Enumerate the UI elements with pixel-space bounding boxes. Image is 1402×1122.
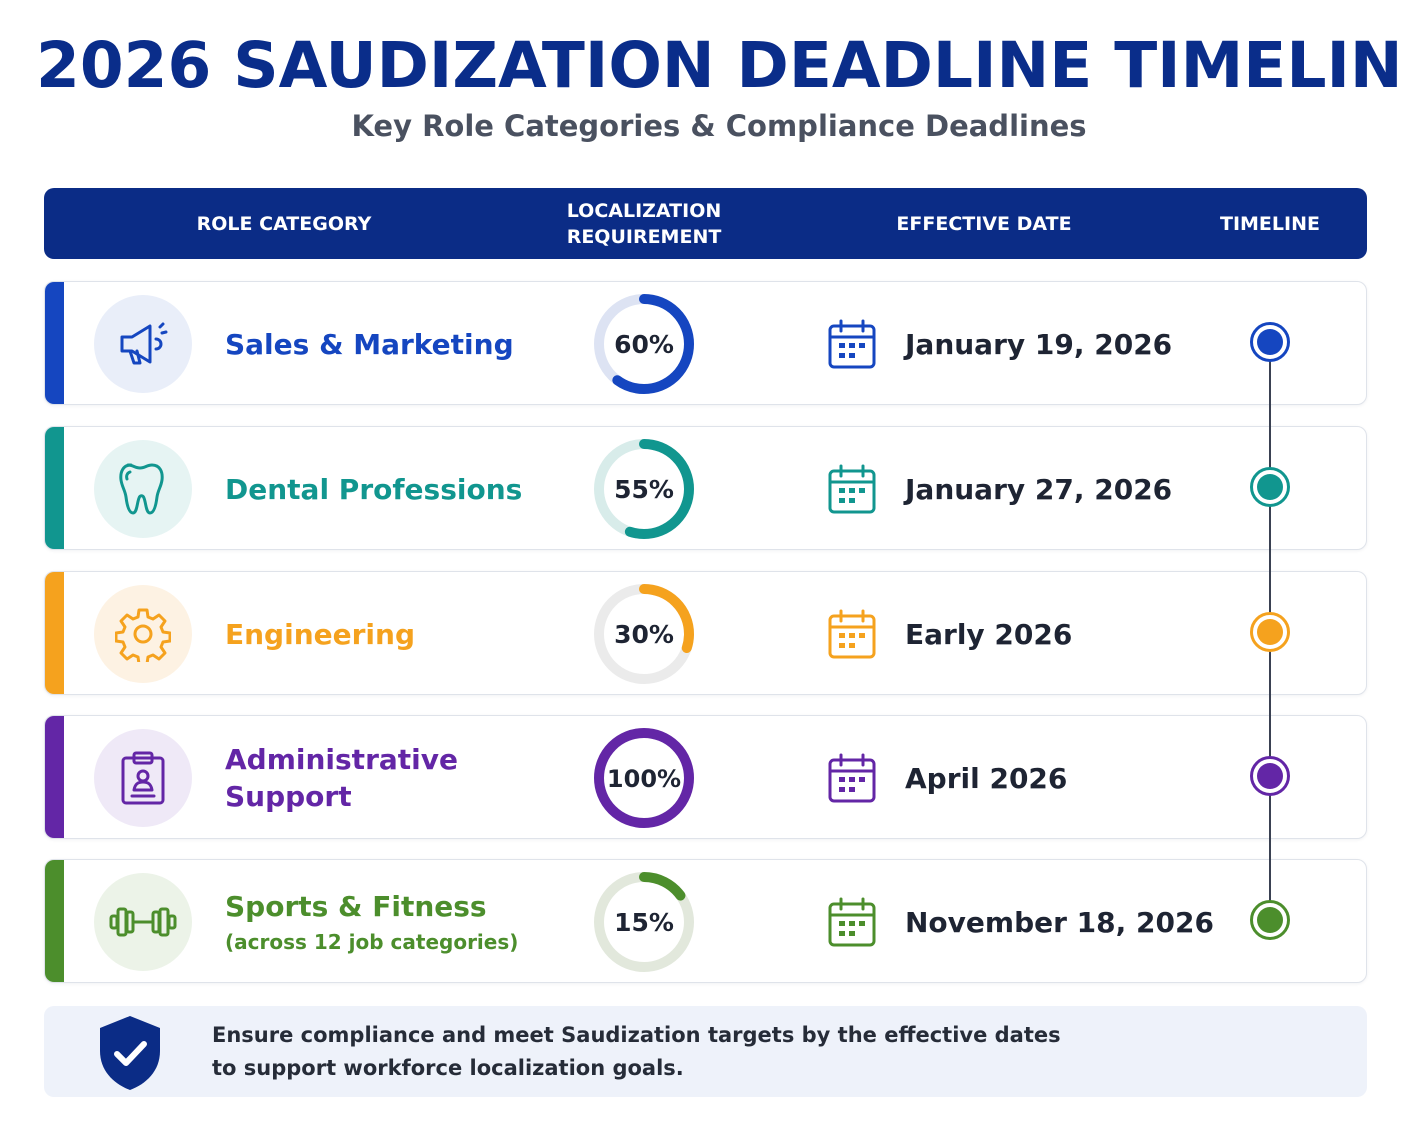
compliance-text: Ensure compliance and meet Saudization t… [212, 1006, 1112, 1097]
role-category: Sales & Marketing [225, 282, 565, 404]
calendar-icon [828, 753, 876, 803]
column-header-localization-line1: LOCALIZATION [566, 199, 722, 222]
compliance-note: Ensure compliance and meet Saudization t… [44, 1006, 1367, 1097]
megaphone-icon [120, 322, 168, 365]
table-row-sports-fitness: Sports & Fitness (across 12 job categori… [44, 859, 1367, 983]
donut-progress [594, 872, 694, 972]
gear-icon [115, 608, 171, 662]
role-category-label: Sports & Fitness [225, 889, 487, 923]
calendar-icon [828, 464, 876, 514]
localization-donut: 100% [594, 728, 694, 828]
dumbbell-icon [109, 907, 177, 937]
column-header-effective-date: EFFECTIVE DATE [896, 212, 1072, 235]
localization-donut: 30% [594, 584, 694, 684]
role-category-label: Engineering [225, 617, 415, 651]
compliance-text-line1: Ensure compliance and meet Saudization t… [212, 1022, 1061, 1047]
effective-date: January 19, 2026 [905, 327, 1173, 361]
timeline-dot [1250, 756, 1290, 796]
role-category-label: Administrative Support [225, 743, 458, 813]
table-row-engineering: Engineering 30% Early 2026 [44, 571, 1367, 695]
icon-circle [94, 295, 192, 393]
localization-percent: 55% [614, 475, 674, 504]
timeline-dot [1250, 322, 1290, 362]
tooth-icon [119, 463, 164, 515]
icon-circle [94, 585, 192, 683]
row-accent-bar [45, 282, 64, 404]
table-row-sales-marketing: Sales & Marketing 60% January 19, 2026 [44, 281, 1367, 405]
page-subtitle: Key Role Categories & Compliance Deadlin… [351, 109, 1087, 143]
localization-donut: 55% [594, 439, 694, 539]
effective-date: January 27, 2026 [905, 472, 1173, 506]
donut-progress [594, 439, 694, 539]
row-accent-bar [45, 427, 64, 549]
column-header-localization-requirement: LOCALIZATION REQUIREMENT [524, 188, 764, 259]
localization-donut: 15% [594, 872, 694, 972]
donut-progress [594, 584, 694, 684]
timeline-dot [1250, 900, 1290, 940]
role-category: Dental Professions [225, 427, 565, 549]
column-header-role-category: ROLE CATEGORY [196, 212, 372, 235]
timeline-dot [1250, 612, 1290, 652]
compliance-text-line2: to support workforce localization goals. [212, 1055, 684, 1080]
donut-progress [594, 294, 694, 394]
role-category-label: Sales & Marketing [225, 327, 514, 361]
icon-circle [94, 440, 192, 538]
timeline-dot-fill [1257, 619, 1283, 645]
localization-donut: 60% [594, 294, 694, 394]
role-category-label: Dental Professions [225, 472, 523, 506]
role-category-note: (across 12 job categories) [225, 929, 519, 954]
row-accent-bar [45, 860, 64, 982]
table-row-dental-professions: Dental Professions 55% January 27, 2026 [44, 426, 1367, 550]
localization-percent: 60% [614, 330, 674, 359]
page-title: 2026 SAUDIZATION DEADLINE TIMELINE [36, 29, 1402, 102]
calendar-icon [828, 609, 876, 659]
icon-circle [94, 873, 192, 971]
table-row-administrative-support: Administrative Support 100% April 2026 [44, 715, 1367, 839]
effective-date: Early 2026 [905, 617, 1073, 651]
calendar-icon [828, 319, 876, 369]
timeline-dot-fill [1257, 329, 1283, 355]
localization-percent: 15% [614, 908, 674, 937]
icon-circle [94, 729, 192, 827]
timeline-dot-fill [1257, 763, 1283, 789]
shield-check-icon [100, 1016, 160, 1090]
role-category: Administrative Support [225, 716, 565, 838]
calendar-icon [828, 897, 876, 947]
row-accent-bar [45, 572, 64, 694]
donut-progress [594, 728, 694, 828]
effective-date: November 18, 2026 [905, 905, 1214, 939]
timeline-dot-fill [1257, 474, 1283, 500]
column-header-timeline: TIMELINE [1220, 212, 1320, 235]
table-header: ROLE CATEGORY LOCALIZATION REQUIREMENT E… [44, 188, 1367, 259]
timeline-dot-fill [1257, 907, 1283, 933]
clipboard-icon [121, 751, 165, 805]
effective-date: April 2026 [905, 761, 1068, 795]
role-category: Engineering [225, 572, 565, 694]
timeline-dot [1250, 467, 1290, 507]
column-header-localization-line2: REQUIREMENT [566, 225, 722, 248]
row-accent-bar [45, 716, 64, 838]
localization-percent: 30% [614, 620, 674, 649]
role-category: Sports & Fitness (across 12 job categori… [225, 860, 565, 982]
localization-percent: 100% [607, 765, 681, 793]
